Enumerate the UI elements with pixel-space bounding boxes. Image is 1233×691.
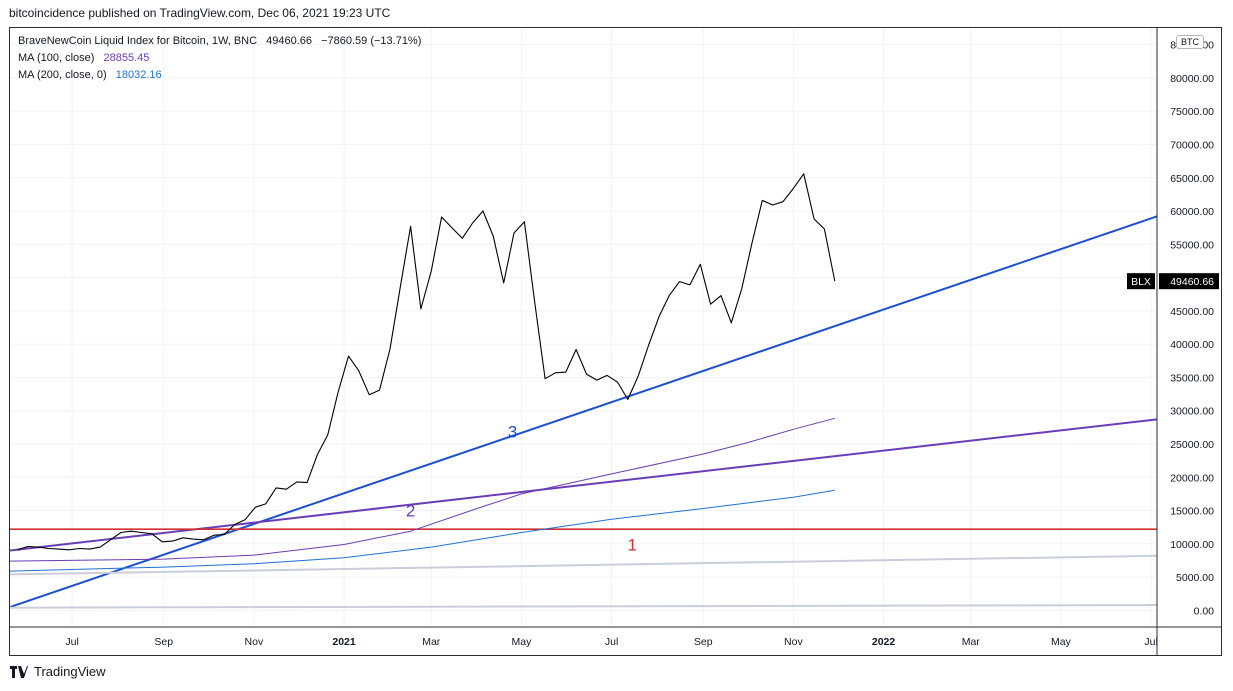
y-tick-label: 55000.00 xyxy=(1170,239,1214,251)
x-tick-label: May xyxy=(511,636,532,648)
price-tag-value-box xyxy=(1159,273,1219,290)
price-tag-value: 49460.66 xyxy=(1170,276,1214,288)
y-tick-label: 80000.00 xyxy=(1170,73,1214,85)
x-tick-label: Nov xyxy=(784,636,803,648)
y-tick-label: 70000.00 xyxy=(1170,139,1214,151)
y-tick-label: 15000.00 xyxy=(1170,506,1214,518)
y-tick-label: 5000.00 xyxy=(1176,572,1214,584)
y-tick-label: 0.00 xyxy=(1194,605,1215,617)
legend-ma100[interactable]: MA (100, close) 28855.45 xyxy=(18,52,149,64)
price-tag-symbol-box xyxy=(1127,273,1155,290)
trend-lines xyxy=(10,215,1157,609)
x-tick-label: Mar xyxy=(422,636,441,648)
y-tick-label: 30000.00 xyxy=(1170,406,1214,418)
publish-info: bitcoincidence published on TradingView.… xyxy=(9,6,391,20)
ma200-label: MA (200, close, 0) xyxy=(18,69,107,81)
y-tick-label: 10000.00 xyxy=(1170,539,1214,551)
x-tick-label: Jul xyxy=(65,636,78,648)
trend-line xyxy=(10,604,1157,609)
y-tick-label: 60000.00 xyxy=(1170,206,1214,218)
trend-line xyxy=(10,418,1157,552)
y-tick-label: 20000.00 xyxy=(1170,472,1214,484)
x-tick-label: Sep xyxy=(154,636,173,648)
x-tick-label: Mar xyxy=(962,636,981,648)
tradingview-logo-icon xyxy=(10,665,28,678)
price-tag-symbol: BLX xyxy=(1131,276,1151,288)
x-tick-label: Sep xyxy=(694,636,713,648)
chart-grid xyxy=(10,28,1157,627)
x-tick-label: 2022 xyxy=(872,636,896,648)
footer[interactable]: TradingView xyxy=(10,664,106,679)
annotation-label: 1 xyxy=(628,535,637,554)
currency-badge[interactable]: BTC xyxy=(1176,35,1204,49)
annotation-label: 2 xyxy=(406,502,415,521)
price-series-line xyxy=(17,173,836,551)
legend-price: 49460.66 xyxy=(266,35,313,47)
y-tick-label: 40000.00 xyxy=(1170,339,1214,351)
ma100-value: 28855.45 xyxy=(103,52,150,64)
time-axis: Jul Sep Nov 2021 Mar May Jul Sep Nov 2022 Mar May Ju… xyxy=(10,626,1222,648)
ma200-value: 18032.16 xyxy=(115,69,162,81)
trend-line xyxy=(10,215,1157,608)
y-tick-label: 35000.00 xyxy=(1170,372,1214,384)
series-lines xyxy=(10,173,836,572)
x-tick-label: May xyxy=(1051,636,1072,648)
y-tick-label: 65000.00 xyxy=(1170,173,1214,185)
price-axis: 0.00 5000.00 10000.00 15000.00 20000.00 25000… xyxy=(1156,28,1215,655)
y-tick-label: 75000.00 xyxy=(1170,106,1214,118)
price-tag: BLX 49460.66 xyxy=(1127,273,1219,290)
annotations: 1 2 3 xyxy=(406,422,637,554)
trend-line xyxy=(10,554,1157,576)
x-tick-label: Nov xyxy=(245,636,264,648)
legend-ma200[interactable]: MA (200, close, 0) 18032.16 xyxy=(18,69,162,81)
y-tick-label: 25000.00 xyxy=(1170,439,1214,451)
x-tick-label: 2021 xyxy=(332,636,356,648)
footer-brand: TradingView xyxy=(34,664,106,679)
y-tick-label: 45000.00 xyxy=(1170,306,1214,318)
legend-main: BraveNewCoin Liquid Index for Bitcoin, 1… xyxy=(18,35,421,47)
legend-title: BraveNewCoin Liquid Index for Bitcoin, 1… xyxy=(18,35,258,47)
x-tick-label: Jul xyxy=(605,636,618,648)
ma200-series-line xyxy=(10,489,835,572)
x-tick-label: Jul xyxy=(1144,636,1157,648)
chart-frame[interactable] xyxy=(9,27,1222,656)
legend-change: −7860.59 (−13.71%) xyxy=(321,35,422,47)
ma100-label: MA (100, close) xyxy=(18,52,95,64)
ma100-series-line xyxy=(10,417,835,562)
annotation-label: 3 xyxy=(508,422,517,441)
